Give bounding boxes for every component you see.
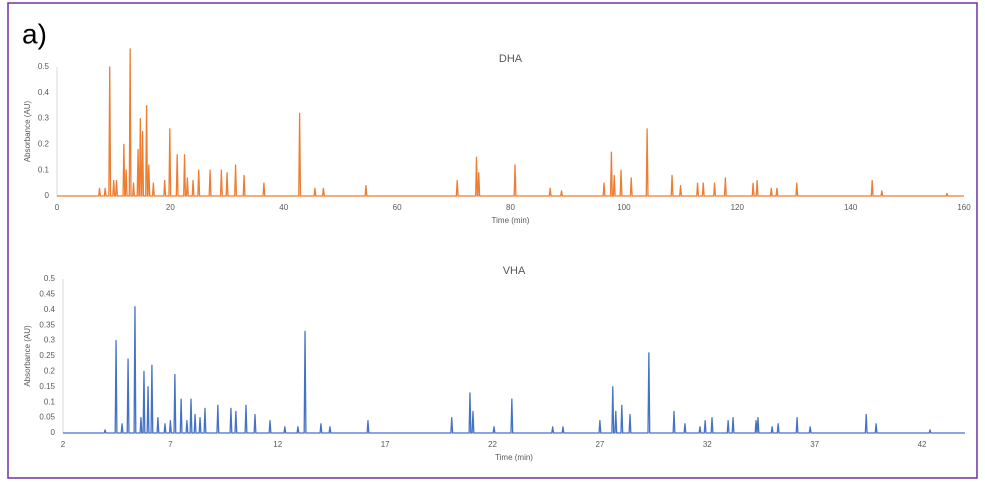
x-tick-label: 2 [61,440,66,449]
x-tick-label: 140 [844,203,858,212]
x-tick-label: 80 [506,203,515,212]
y-tick-label: 0.15 [39,382,55,391]
chart-title: DHA [499,53,523,65]
line-series [63,306,965,434]
y-axis-label: Absorbance (AU) [23,325,32,387]
x-tick-label: 27 [595,440,604,449]
y-tick-label: 0.2 [44,367,56,376]
y-tick-label: 0.05 [39,413,55,422]
y-tick-label: 0.25 [39,351,55,360]
x-tick-label: 120 [731,203,745,212]
x-tick-label: 160 [957,203,971,212]
x-tick-label: 17 [381,440,390,449]
x-tick-label: 40 [279,203,288,212]
x-tick-label: 32 [703,440,712,449]
y-tick-label: 0 [51,428,56,437]
x-tick-label: 22 [488,440,497,449]
x-tick-label: 0 [55,203,60,212]
y-tick-label: 0.1 [38,165,50,174]
y-tick-label: 0.2 [38,140,50,149]
x-tick-label: 12 [273,440,282,449]
y-tick-label: 0.3 [38,114,50,123]
y-tick-label: 0.5 [44,274,56,283]
y-tick-label: 0.45 [39,290,55,299]
y-axis-label: Absorbance (AU) [23,100,32,162]
x-tick-label: 100 [617,203,631,212]
x-tick-label: 20 [166,203,175,212]
y-tick-label: 0.3 [44,336,56,345]
x-tick-label: 37 [810,440,819,449]
x-tick-label: 42 [918,440,927,449]
y-tick-label: 0.4 [44,305,56,314]
panel-label: a) [22,18,47,49]
y-tick-label: 0 [45,191,50,200]
line-series [57,48,964,197]
y-tick-label: 0.5 [38,62,50,71]
x-tick-label: 7 [168,440,173,449]
x-axis-label: Time (min) [495,453,533,462]
y-tick-label: 0.1 [44,397,56,406]
y-tick-label: 0.4 [38,88,50,97]
y-tick-label: 0.35 [39,320,55,329]
chart-title: VHA [503,265,526,277]
x-tick-label: 60 [393,203,402,212]
x-axis-label: Time (min) [492,216,530,225]
panel-border [7,2,978,479]
